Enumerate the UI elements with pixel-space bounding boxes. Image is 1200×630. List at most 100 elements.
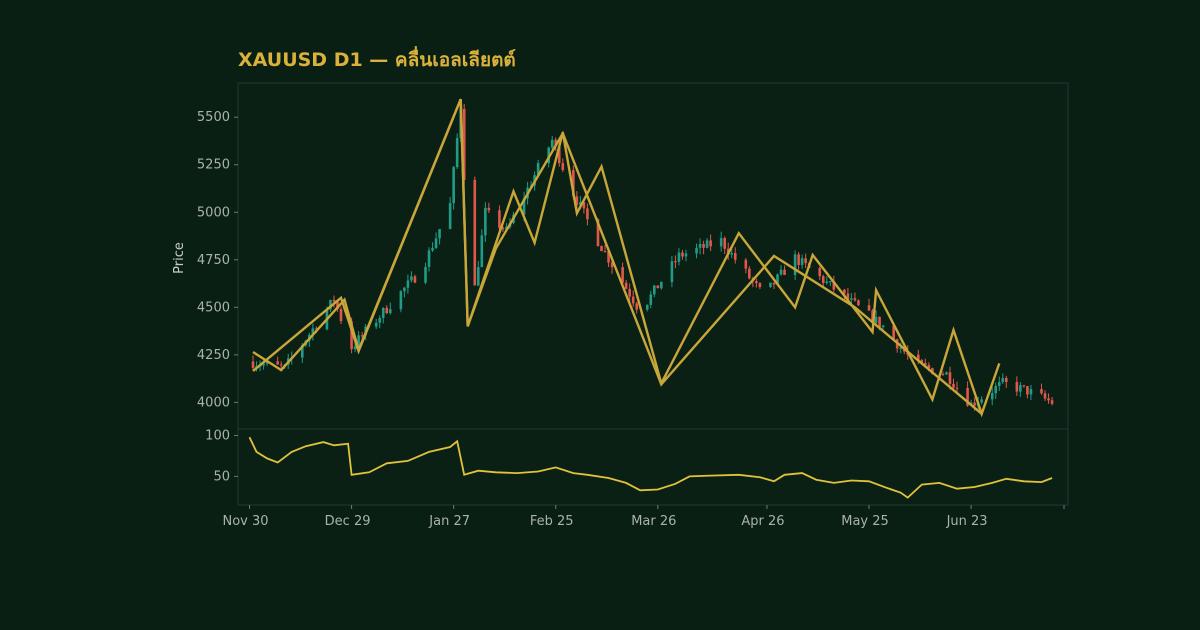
- x-tick-label: Mar 26: [631, 514, 676, 529]
- candle-up: [945, 372, 948, 375]
- candle-down: [1026, 386, 1029, 395]
- candle-up: [550, 139, 554, 148]
- osc-tick-label: 100: [205, 429, 230, 444]
- candle-down: [927, 364, 931, 369]
- candle-up: [800, 258, 804, 265]
- candle-down: [846, 293, 850, 300]
- candle-up: [438, 229, 441, 239]
- candle-down: [871, 310, 874, 324]
- candle-up: [660, 282, 663, 289]
- x-axis: Nov 30 Dec 29 Jan 27 Feb 25 Mar 26 Apr 26 May …: [222, 505, 1065, 529]
- candle-up: [881, 325, 885, 328]
- candle-up: [705, 240, 709, 248]
- candle-up: [477, 267, 480, 286]
- y-axis: 4000 4250 4500 4750 5000 5250 5500 50 100: [197, 110, 238, 484]
- candle-up: [301, 345, 304, 358]
- candle-up: [262, 363, 265, 366]
- candle-down: [821, 276, 825, 284]
- candle-up: [1019, 385, 1022, 392]
- candle-up: [452, 167, 455, 204]
- candle-up: [455, 138, 459, 168]
- candle-up: [645, 304, 649, 310]
- x-tick-label: May 25: [841, 514, 889, 529]
- y-tick-label: 5250: [197, 158, 230, 173]
- candle-down: [758, 283, 762, 288]
- candle-up: [997, 382, 1001, 386]
- candle-down: [818, 267, 822, 277]
- candle-down: [755, 281, 758, 284]
- candle-up: [374, 322, 378, 327]
- candle-down: [674, 261, 677, 263]
- candle-down: [501, 227, 505, 230]
- candle-down: [332, 299, 336, 302]
- candle-down: [572, 170, 575, 197]
- candle-up: [825, 281, 829, 284]
- candle-down: [1040, 389, 1043, 394]
- candle-up: [434, 238, 438, 249]
- candle-up: [698, 244, 702, 248]
- candle-down: [832, 281, 836, 290]
- candlestick-series: [251, 103, 1054, 412]
- candle-down: [350, 321, 353, 350]
- candle-down: [1022, 385, 1026, 387]
- candle-up: [677, 252, 681, 262]
- candle-up: [484, 207, 487, 236]
- candle-up: [381, 307, 385, 319]
- candle-up: [994, 385, 998, 394]
- candle-up: [730, 253, 734, 255]
- candle-down: [557, 145, 561, 164]
- candle-down: [733, 253, 737, 260]
- candle-up: [357, 335, 360, 347]
- candle-down: [857, 300, 860, 306]
- candle-up: [353, 346, 357, 350]
- candle-down: [385, 307, 389, 314]
- candle-down: [783, 269, 786, 275]
- candle-down: [413, 276, 417, 283]
- candle-up: [695, 247, 698, 254]
- candle-down: [804, 258, 807, 264]
- candle-down: [1047, 398, 1050, 401]
- candle-down: [744, 259, 748, 269]
- x-tick-label: Nov 30: [222, 514, 268, 529]
- candle-up: [1001, 378, 1005, 383]
- candle-down: [797, 254, 800, 265]
- candle-down: [1005, 378, 1008, 383]
- candle-up: [874, 316, 878, 324]
- candle-down: [955, 387, 959, 389]
- candle-up: [378, 318, 382, 323]
- candle-up: [793, 254, 797, 275]
- candle-up: [522, 198, 526, 215]
- candle-up: [448, 203, 452, 230]
- oscillator-panel: [248, 436, 1053, 499]
- candle-down: [251, 361, 255, 368]
- candle-up: [829, 281, 832, 283]
- candle-down: [561, 163, 565, 171]
- candle-down: [607, 251, 610, 263]
- candle-down: [586, 208, 589, 220]
- candle-up: [719, 238, 723, 247]
- candle-up: [536, 163, 540, 176]
- x-tick-label: Dec 29: [325, 514, 371, 529]
- candle-down: [952, 383, 955, 388]
- candle-up: [403, 287, 406, 292]
- candle-down: [709, 240, 712, 247]
- y-tick-label: 4000: [197, 395, 230, 410]
- candle-down: [554, 139, 558, 146]
- elliott-wave-lines: [252, 98, 1001, 418]
- candle-down: [772, 282, 776, 285]
- candle-down: [681, 252, 684, 257]
- candle-up: [389, 309, 392, 314]
- x-tick-label: Jun 23: [946, 514, 988, 529]
- candle-up: [670, 261, 674, 283]
- candle-up: [399, 291, 403, 310]
- candle-down: [315, 328, 318, 330]
- candle-up: [990, 393, 994, 400]
- candle-down: [628, 288, 631, 297]
- candle-up: [653, 285, 656, 295]
- candle-up: [424, 266, 427, 283]
- candle-down: [924, 363, 927, 365]
- wave-line: [252, 98, 1001, 418]
- candle-down: [624, 282, 628, 289]
- candle-down: [473, 179, 477, 286]
